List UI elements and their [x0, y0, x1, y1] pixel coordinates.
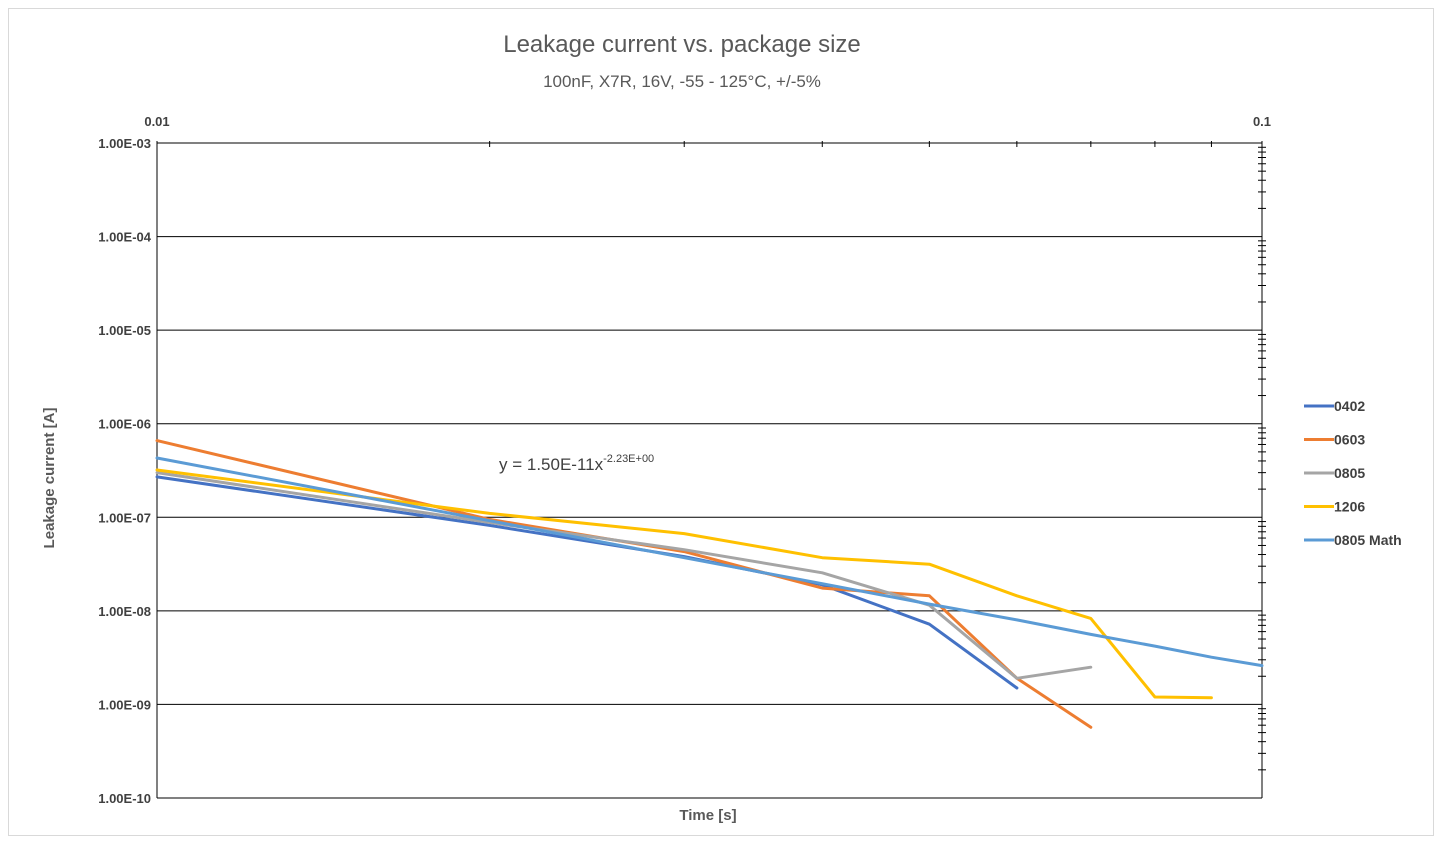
chart-frame: Leakage current vs. package size 100nF, … — [8, 8, 1434, 836]
legend-label: 0603 — [1334, 432, 1365, 448]
legend-label: 0805 Math — [1334, 532, 1402, 548]
y-tick-label: 1.00E-08 — [98, 604, 151, 619]
series-line-1206 — [155, 468, 1213, 700]
y-tick-labels: 1.00E-03 1.00E-04 1.00E-05 1.00E-06 1.00E-07… — [98, 136, 152, 806]
trendline-equation: y = 1.50E-11x-2.23E+00 — [499, 453, 654, 474]
series-lines — [155, 439, 1264, 729]
trendline-equation-base: y = 1.50E-11x — [499, 455, 604, 474]
series-line-0805-math — [155, 456, 1264, 668]
grid-lines — [157, 142, 1262, 799]
y-tick-label: 1.00E-03 — [98, 136, 151, 151]
y-tick-label: 1.00E-06 — [98, 417, 151, 432]
y-axis-title: Leakage current [A] — [41, 408, 58, 549]
x-axis-title: Time [s] — [679, 807, 736, 824]
x-tick-labels: 0.01 0.1 — [144, 114, 1271, 129]
x-tick-label: 0.01 — [144, 114, 169, 129]
series-line-0402 — [155, 475, 1019, 690]
legend-label: 0805 — [1334, 465, 1365, 481]
legend-label: 0402 — [1334, 398, 1365, 414]
series-line-0805 — [155, 471, 1093, 680]
legend: 0402 0603 0805 1206 0805 Math — [1304, 398, 1402, 548]
x-tick-label: 0.1 — [1253, 114, 1271, 129]
y-tick-label: 1.00E-10 — [98, 791, 151, 806]
y-tick-label: 1.00E-07 — [98, 510, 151, 525]
legend-label: 1206 — [1334, 499, 1365, 515]
trendline-equation-exponent: -2.23E+00 — [603, 453, 654, 465]
chart-subtitle: 100nF, X7R, 16V, -55 - 125°C, +/-5% — [543, 72, 821, 91]
chart-title: Leakage current vs. package size — [503, 31, 861, 58]
chart-svg: Leakage current vs. package size 100nF, … — [41, 31, 1402, 824]
y-tick-label: 1.00E-05 — [98, 323, 151, 338]
y-tick-label: 1.00E-09 — [98, 697, 151, 712]
axes — [156, 141, 1266, 798]
y-tick-label: 1.00E-04 — [98, 230, 152, 245]
